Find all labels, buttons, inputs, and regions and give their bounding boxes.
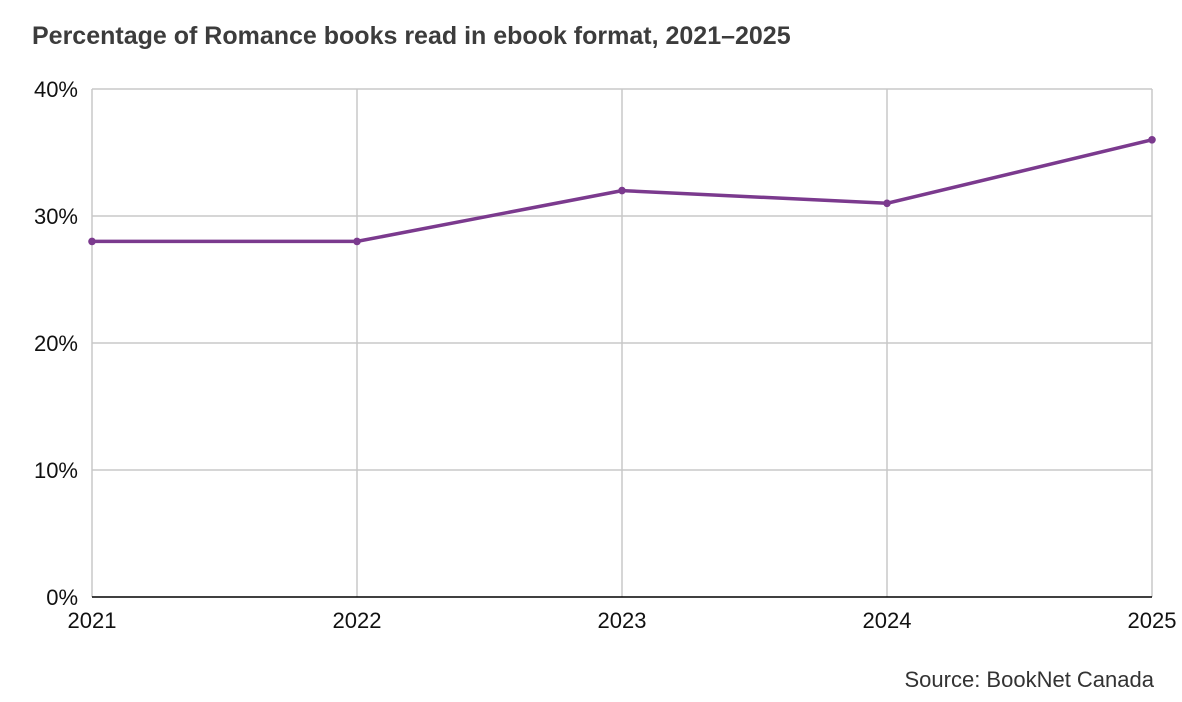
x-tick-label: 2021 [68,608,117,633]
chart-title: Percentage of Romance books read in eboo… [32,22,791,50]
y-tick-label: 10% [34,458,78,483]
x-tick-label: 2024 [863,608,912,633]
source-note: Source: BookNet Canada [904,667,1155,692]
x-tick-label: 2025 [1128,608,1177,633]
data-point [88,237,96,246]
y-tick-label: 20% [34,331,78,356]
y-tick-label: 0% [46,585,78,610]
x-tick-label: 2022 [333,608,382,633]
data-point [353,237,361,246]
y-tick-label: 30% [34,204,78,229]
data-point [883,199,891,208]
x-tick-label: 2023 [598,608,647,633]
data-point [1148,136,1156,144]
data-point [618,186,626,195]
y-tick-label: 40% [34,77,78,102]
